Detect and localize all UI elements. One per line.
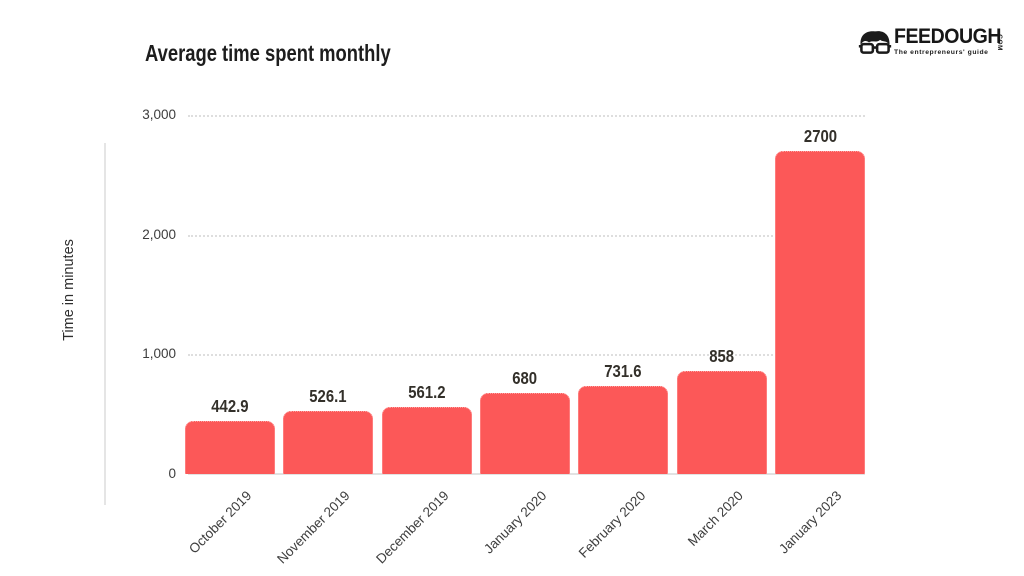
bar bbox=[774, 150, 865, 474]
y-axis-line bbox=[104, 143, 106, 505]
y-tick-label: 0 bbox=[168, 466, 176, 481]
bar bbox=[283, 411, 374, 474]
x-tick-label: January 2023 bbox=[776, 488, 845, 557]
bar-value-label: 731.6 bbox=[604, 361, 642, 382]
x-tick-label: December 2019 bbox=[372, 488, 452, 567]
bar bbox=[676, 371, 767, 474]
logo-text-column: FEEDOUGH .COM The entrepreneurs' guide bbox=[894, 25, 1022, 57]
feedough-logo: FEEDOUGH .COM The entrepreneurs' guide bbox=[858, 26, 1022, 66]
gridline bbox=[188, 115, 865, 117]
x-axis-line bbox=[188, 473, 865, 475]
x-tick-label: March 2020 bbox=[685, 488, 747, 550]
bar-value-label: 526.1 bbox=[309, 386, 347, 407]
bar-value-label: 442.9 bbox=[211, 395, 249, 416]
logo-tagline: The entrepreneurs' guide bbox=[894, 49, 989, 56]
y-tick-label: 2,000 bbox=[142, 226, 176, 242]
logo-tld: .COM bbox=[996, 32, 1004, 51]
nerd-face-glasses-icon bbox=[858, 29, 892, 66]
x-tick-label: October 2019 bbox=[186, 488, 255, 557]
gridline bbox=[188, 234, 865, 237]
x-tick-label: January 2020 bbox=[481, 488, 550, 557]
x-tick-label: November 2019 bbox=[274, 488, 353, 567]
bar bbox=[381, 406, 472, 474]
bar-value-label: 680 bbox=[512, 367, 538, 388]
bar bbox=[185, 421, 275, 474]
bar-value-label: 2700 bbox=[803, 125, 837, 146]
y-tick-label: 1,000 bbox=[142, 346, 176, 362]
y-tick-label: 3,000 bbox=[142, 107, 176, 122]
gridline bbox=[188, 354, 865, 357]
y-axis-title: Time in minutes bbox=[61, 239, 77, 341]
bar bbox=[479, 392, 570, 474]
x-tick-label: February 2020 bbox=[575, 488, 648, 561]
bar-value-label: 561.2 bbox=[408, 381, 446, 402]
chart-title: Average time spent monthly bbox=[145, 40, 391, 66]
plot-area bbox=[185, 115, 865, 475]
bar bbox=[578, 386, 669, 474]
bar-value-label: 858 bbox=[709, 346, 735, 367]
logo-wordmark: FEEDOUGH bbox=[894, 25, 1001, 48]
